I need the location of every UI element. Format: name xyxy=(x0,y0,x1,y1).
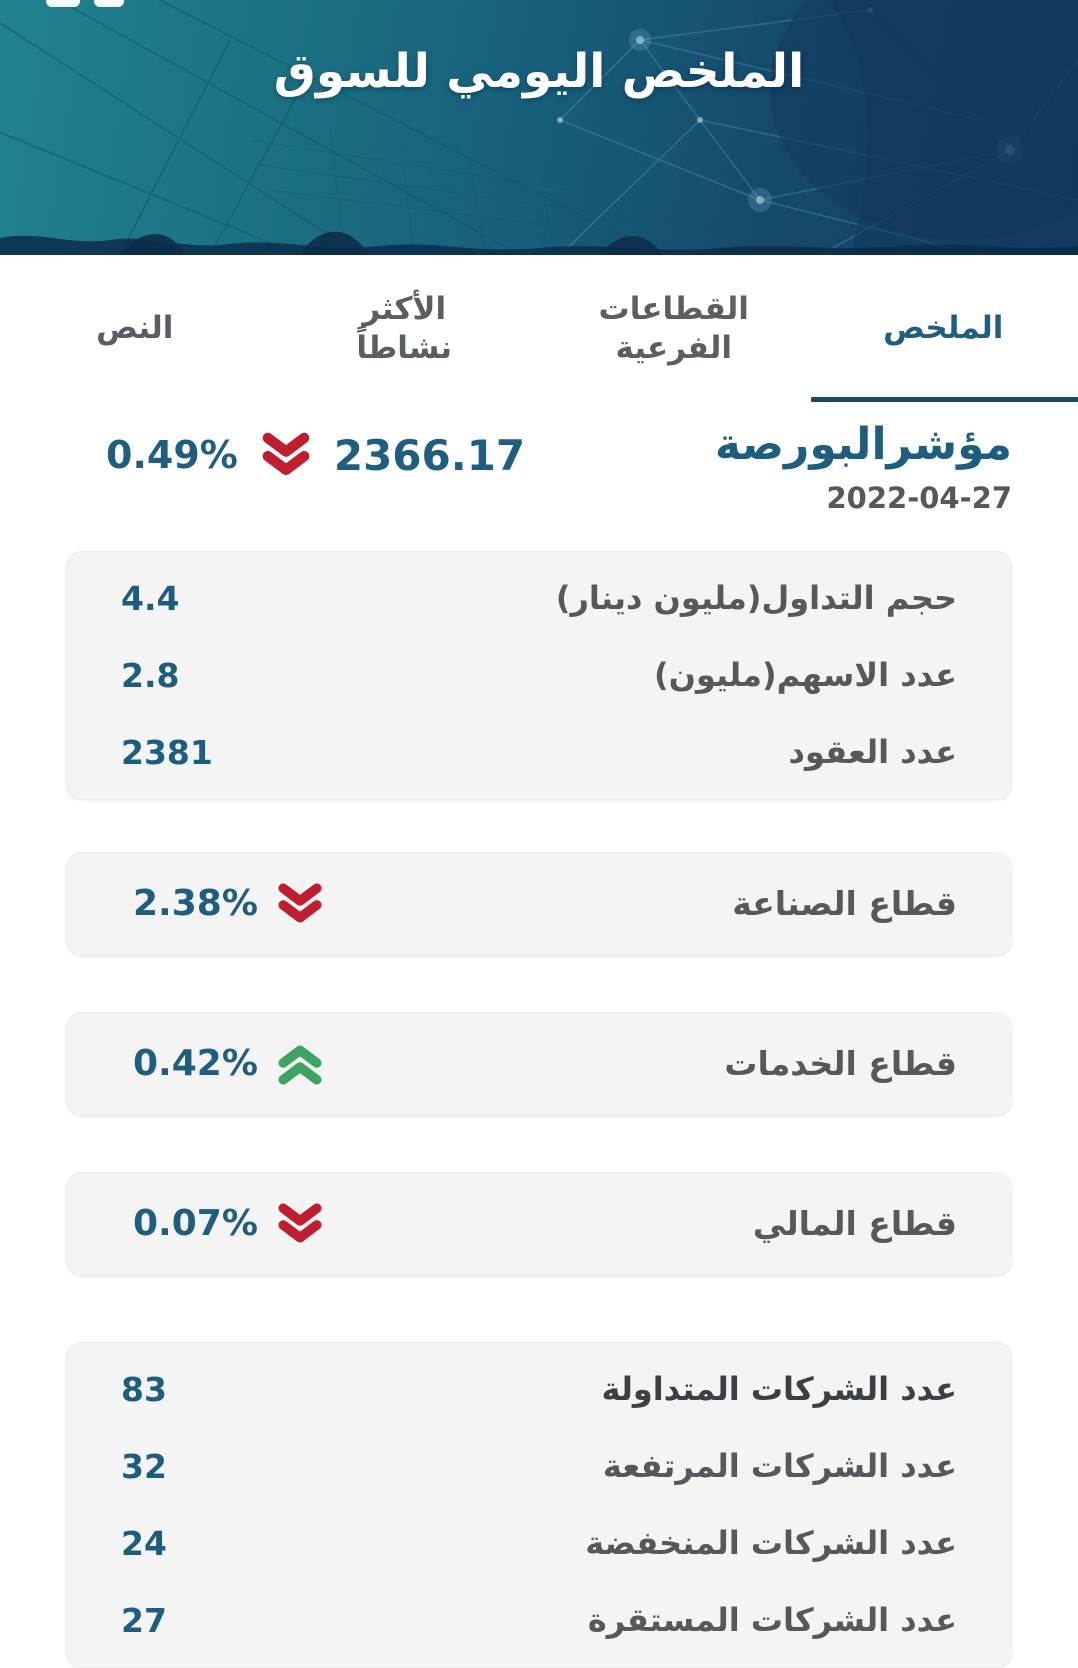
double-chevron-up-icon xyxy=(274,1041,326,1087)
double-chevron-down-icon xyxy=(258,430,314,480)
sector-label: قطاع المالي xyxy=(753,1204,957,1243)
stat-row-declining-companies: عدد الشركات المنخفضة 24 xyxy=(121,1505,957,1582)
stat-row-advancing-companies: عدد الشركات المرتفعة 32 xyxy=(121,1428,957,1505)
stat-value: 2381 xyxy=(121,733,213,772)
double-chevron-down-icon xyxy=(274,881,326,927)
sector-change-percent: 0.07% xyxy=(133,1203,258,1244)
market-index-change-percent: 0.49% xyxy=(106,433,238,477)
summary-content: مؤشرالبورصة 2022-04-27 2366.17 0.49% حجم… xyxy=(0,420,1078,1668)
tab-summary[interactable]: الملخص xyxy=(809,255,1078,402)
stat-label: عدد الشركات المتداولة xyxy=(601,1370,957,1408)
stat-value: 83 xyxy=(121,1370,167,1409)
tab-most-active[interactable]: الأكثر نشاطاً xyxy=(270,255,540,402)
sector-row: قطاع المالي 0.07% xyxy=(121,1187,957,1261)
header-banner: الملخص اليومي للسوق xyxy=(0,0,1078,255)
stat-row-contracts: عدد العقود 2381 xyxy=(121,714,957,791)
stat-label: عدد العقود xyxy=(789,733,957,771)
sector-change: 0.07% xyxy=(133,1201,326,1247)
sector-card-services: قطاع الخدمات 0.42% xyxy=(66,1012,1012,1116)
market-index-head: مؤشرالبورصة 2022-04-27 xyxy=(695,420,1012,515)
logo-fragment-icon xyxy=(94,0,124,7)
stat-label: عدد الشركات المستقرة xyxy=(588,1601,957,1639)
stat-row-traded-companies: عدد الشركات المتداولة 83 xyxy=(121,1351,957,1428)
header-background-graphic xyxy=(0,0,1078,255)
stat-label: عدد الاسهم(مليون) xyxy=(654,656,957,694)
sector-card-industry: قطاع الصناعة 2.38% xyxy=(66,852,1012,956)
stat-value: 4.4 xyxy=(121,579,179,618)
tab-text[interactable]: النص xyxy=(0,255,270,402)
sector-label: قطاع الخدمات xyxy=(724,1044,957,1083)
stat-value: 32 xyxy=(121,1447,167,1486)
sector-label: قطاع الصناعة xyxy=(732,884,957,923)
market-index-summary: مؤشرالبورصة 2022-04-27 2366.17 0.49% xyxy=(66,420,1012,515)
stat-value: 2.8 xyxy=(121,656,179,695)
sector-row: قطاع الخدمات 0.42% xyxy=(121,1027,957,1101)
double-chevron-down-icon xyxy=(274,1201,326,1247)
stat-label: عدد الشركات المرتفعة xyxy=(603,1447,957,1485)
sector-row: قطاع الصناعة 2.38% xyxy=(121,867,957,941)
sector-card-financial: قطاع المالي 0.07% xyxy=(66,1172,1012,1276)
active-tab-underline xyxy=(811,397,1078,402)
tab-bar: الملخص القطاعات الفرعية الأكثر نشاطاً ال… xyxy=(0,255,1078,402)
market-daily-summary-page: { "header": { "title": "الملخص اليومي لل… xyxy=(0,0,1078,1593)
market-index-date: 2022-04-27 xyxy=(715,481,1012,515)
market-index-change: 2366.17 0.49% xyxy=(106,430,525,480)
stat-row-volume: حجم التداول(مليون دينار) 4.4 xyxy=(121,560,957,637)
logo-fragment-icon xyxy=(46,0,80,7)
trading-stats-card: حجم التداول(مليون دينار) 4.4 عدد الاسهم(… xyxy=(66,551,1012,800)
page-title: الملخص اليومي للسوق xyxy=(0,44,1078,99)
sector-change: 2.38% xyxy=(133,881,326,927)
sector-change-percent: 0.42% xyxy=(133,1043,258,1084)
tab-sub-sectors-label: القطاعات الفرعية xyxy=(579,290,769,368)
sector-change-percent: 2.38% xyxy=(133,883,258,924)
tab-sub-sectors[interactable]: القطاعات الفرعية xyxy=(539,255,809,402)
tab-summary-label: الملخص xyxy=(883,309,1003,348)
tab-most-active-label: الأكثر نشاطاً xyxy=(309,290,499,368)
stat-value: 24 xyxy=(121,1524,167,1563)
sector-change: 0.42% xyxy=(133,1041,326,1087)
stat-row-stable-companies: عدد الشركات المستقرة 27 xyxy=(121,1582,957,1659)
market-index-value: 2366.17 xyxy=(334,431,525,480)
tab-text-label: النص xyxy=(96,309,173,348)
stat-label: حجم التداول(مليون دينار) xyxy=(556,579,957,617)
stat-row-shares: عدد الاسهم(مليون) 2.8 xyxy=(121,637,957,714)
companies-count-card: عدد الشركات المتداولة 83 عدد الشركات الم… xyxy=(66,1342,1012,1668)
market-index-title: مؤشرالبورصة xyxy=(715,420,1012,471)
stat-value: 27 xyxy=(121,1601,167,1640)
stat-label: عدد الشركات المنخفضة xyxy=(585,1524,957,1562)
